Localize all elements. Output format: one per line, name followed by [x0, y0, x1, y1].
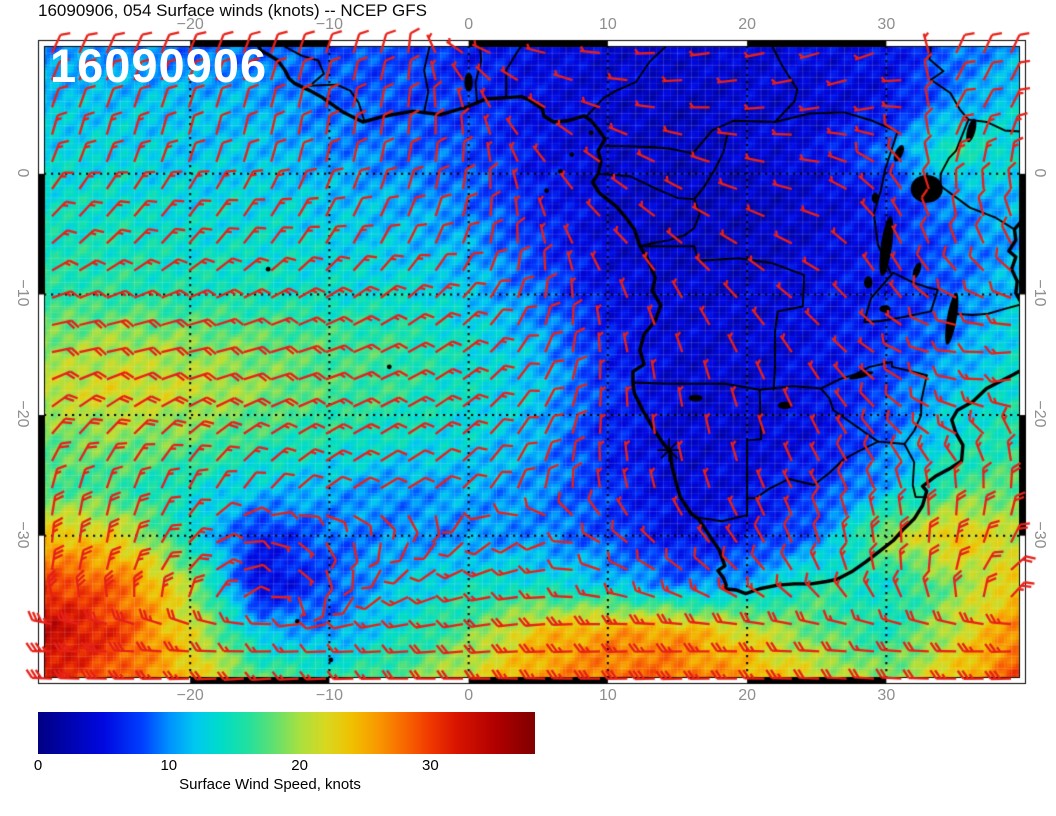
- colorbar-gradient: [38, 712, 535, 754]
- x-axis-tick-label: −20: [176, 687, 204, 704]
- y-axis-tick-label: −20: [14, 400, 31, 428]
- x-axis-tick-label: 0: [464, 16, 474, 33]
- colorbar-tick-label: 20: [291, 757, 308, 774]
- x-axis-tick-label: 20: [738, 16, 756, 33]
- x-axis-tick-label: 10: [598, 16, 617, 33]
- x-axis-tick-label: −20: [176, 16, 204, 33]
- x-axis-tick-label: 20: [738, 687, 756, 704]
- x-axis-tick-label: 30: [877, 16, 896, 33]
- x-axis-tick-label: −10: [315, 687, 343, 704]
- y-axis-tick-label: −10: [1031, 279, 1048, 308]
- y-axis-tick-label: 0: [14, 168, 31, 178]
- x-axis-tick-label: 0: [464, 687, 474, 704]
- y-axis-tick-label: −30: [1031, 521, 1048, 549]
- y-axis-tick-label: −10: [14, 279, 31, 308]
- colorbar-caption: Surface Wind Speed, knots: [179, 776, 361, 793]
- colorbar-tick-label: 30: [422, 757, 439, 774]
- x-axis-tick-label: 30: [877, 687, 896, 704]
- x-axis-tick-label: 10: [598, 687, 617, 704]
- run-date-overlay-label: 16090906: [50, 39, 268, 92]
- colorbar-tick-label: 10: [160, 757, 178, 774]
- x-axis-tick-label: −10: [315, 16, 343, 33]
- colorbar-tick-label: 0: [33, 757, 43, 774]
- chart-title: 16090906, 054 Surface winds (knots) -- N…: [38, 1, 427, 20]
- y-axis-tick-label: −30: [14, 521, 31, 549]
- y-axis-tick-label: 0: [1031, 168, 1048, 178]
- y-axis-tick-label: −20: [1031, 400, 1048, 428]
